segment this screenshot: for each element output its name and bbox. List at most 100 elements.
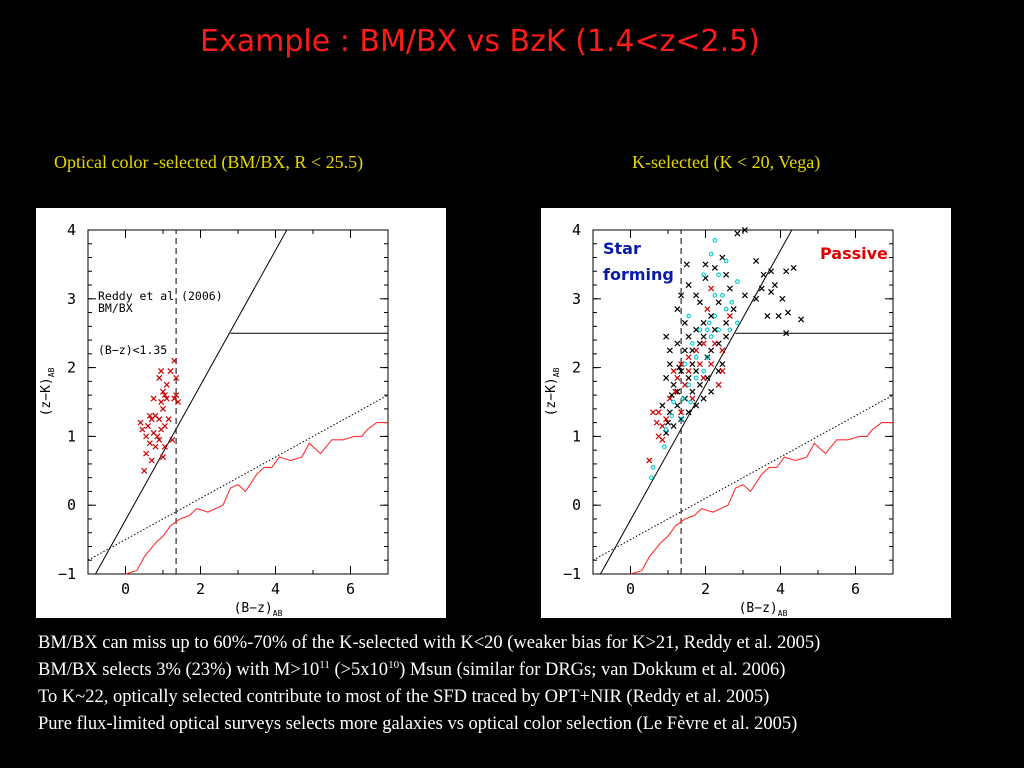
data-point-x bbox=[670, 423, 677, 430]
x-tick-label: 0 bbox=[121, 580, 130, 598]
data-point-dot bbox=[701, 368, 706, 374]
data-point-x bbox=[734, 230, 741, 237]
data-point-x bbox=[708, 388, 715, 395]
data-point-x bbox=[790, 264, 797, 271]
data-point-x bbox=[653, 419, 660, 426]
notes-block: BM/BX can miss up to 60%-70% of the K-se… bbox=[38, 630, 820, 738]
data-point-x bbox=[646, 457, 653, 464]
data-point-dot bbox=[671, 399, 676, 405]
data-point-x bbox=[663, 333, 670, 340]
annotation-bmbx: BM/BX bbox=[98, 301, 133, 315]
data-point-x bbox=[708, 347, 715, 354]
data-point-x bbox=[708, 312, 715, 320]
data-point-x bbox=[161, 423, 168, 430]
data-point-x bbox=[685, 282, 692, 289]
data-point-x bbox=[741, 226, 748, 234]
x-axis-label: (B−z)AB bbox=[234, 601, 283, 618]
data-point-dot bbox=[648, 475, 654, 481]
data-point-x bbox=[161, 392, 168, 399]
data-point-x bbox=[700, 319, 707, 326]
data-point-x bbox=[693, 368, 700, 375]
data-point-dot bbox=[693, 375, 699, 381]
dotted-line bbox=[87, 394, 389, 561]
x-tick-label: 2 bbox=[196, 580, 205, 598]
star-track-line bbox=[125, 422, 388, 575]
data-point-x bbox=[685, 333, 692, 340]
data-point-x bbox=[689, 361, 696, 368]
data-point-x bbox=[148, 457, 155, 464]
data-point-x bbox=[139, 426, 146, 433]
data-point-x bbox=[158, 398, 165, 406]
data-point-x bbox=[663, 374, 670, 381]
note-line-2-c: ) Msun (similar for DRGs; van Dokkum et … bbox=[399, 660, 786, 680]
data-point-x bbox=[768, 268, 775, 275]
data-point-x bbox=[666, 361, 673, 368]
y-axis-label: (z−K)AB bbox=[39, 367, 56, 416]
x-tick-label: 6 bbox=[346, 580, 355, 598]
data-point-x bbox=[798, 316, 805, 323]
data-point-x bbox=[154, 433, 161, 440]
data-point-x bbox=[726, 312, 733, 320]
data-point-x bbox=[753, 295, 760, 302]
x-tick-label: 6 bbox=[851, 580, 860, 598]
data-point-x bbox=[711, 264, 718, 271]
data-point-x bbox=[719, 361, 726, 368]
data-point-x bbox=[730, 306, 737, 313]
note-line-2-exp1: 11 bbox=[319, 658, 330, 671]
data-point-x bbox=[148, 416, 155, 423]
data-point-x bbox=[711, 340, 718, 347]
data-point-x bbox=[655, 409, 662, 416]
data-point-x bbox=[678, 292, 685, 299]
data-point-x bbox=[649, 409, 657, 416]
y-tick-label: 3 bbox=[572, 290, 581, 308]
data-point-x bbox=[683, 261, 690, 268]
data-point-x bbox=[719, 347, 726, 354]
data-point-x bbox=[726, 285, 733, 292]
data-point-x bbox=[696, 361, 703, 368]
note-line-1: BM/BX can miss up to 60%-70% of the K-se… bbox=[38, 633, 821, 653]
data-point-x bbox=[664, 419, 672, 426]
y-tick-label: 1 bbox=[67, 427, 76, 445]
data-point-x bbox=[696, 299, 703, 306]
data-point-x bbox=[708, 361, 715, 368]
data-point-dot bbox=[661, 444, 667, 450]
data-point-x bbox=[663, 416, 670, 423]
data-point-x bbox=[700, 395, 707, 402]
slide-title: Example : BM/BX vs BzK (1.4<z<2.5) bbox=[200, 24, 760, 59]
data-point-dot bbox=[669, 413, 675, 419]
data-point-x bbox=[670, 381, 677, 388]
data-point-x bbox=[700, 340, 707, 347]
note-line-3: To K~22, optically selected contribute t… bbox=[38, 687, 770, 707]
y-axis-label: (z−K)AB bbox=[544, 367, 561, 416]
data-point-x bbox=[696, 381, 703, 388]
bmbx-color-plot: Reddy et al (2006) BM/BX (B−z)<1.35 0 2 4 6… bbox=[36, 208, 446, 618]
data-point-dot bbox=[680, 396, 686, 401]
data-point-x bbox=[156, 416, 163, 423]
data-point-x bbox=[760, 271, 767, 278]
data-point-x bbox=[167, 368, 174, 375]
data-point-dot bbox=[650, 465, 656, 470]
data-point-x bbox=[685, 409, 692, 416]
data-point-x bbox=[161, 443, 168, 450]
data-point-dot bbox=[705, 354, 710, 360]
data-point-x bbox=[685, 374, 692, 381]
data-point-x bbox=[678, 368, 685, 375]
bzk-color-plot: Star forming Passive 0 2 4 6 −1 0 1 2 3 4 (B−z)AB (… bbox=[541, 208, 951, 618]
data-point-dot bbox=[712, 293, 718, 298]
data-point-x bbox=[723, 319, 730, 326]
data-point-x bbox=[685, 354, 692, 361]
data-point-x bbox=[708, 285, 715, 292]
y-tick-label: 4 bbox=[572, 221, 581, 239]
data-point-x bbox=[711, 326, 718, 333]
data-point-dot bbox=[705, 327, 710, 333]
data-point-x bbox=[137, 419, 144, 426]
data-point-x bbox=[158, 368, 165, 375]
data-point-x bbox=[674, 402, 681, 409]
data-point-x bbox=[156, 436, 163, 443]
data-point-x bbox=[674, 388, 681, 395]
data-point-x bbox=[146, 440, 153, 447]
data-point-x bbox=[693, 347, 700, 354]
bzk-chart-svg: Star forming Passive 0 2 4 6 −1 0 1 2 3 4 (B−z)AB (… bbox=[544, 221, 894, 618]
data-point-x bbox=[143, 450, 150, 457]
data-point-x bbox=[693, 326, 700, 333]
